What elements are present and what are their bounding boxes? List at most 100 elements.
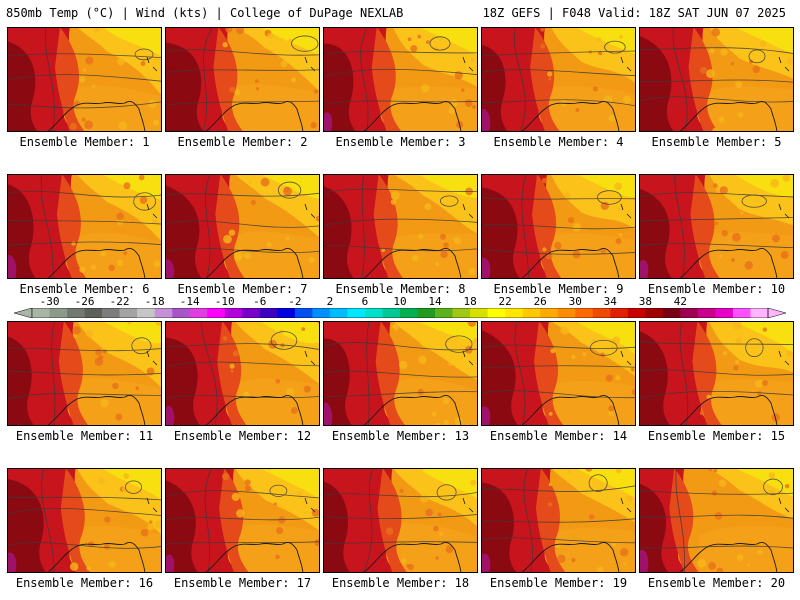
panel-frame — [639, 468, 794, 573]
temperature-map — [7, 321, 162, 426]
colorbar-tick-label: 22 — [498, 295, 512, 308]
ensemble-member-label: Ensemble Member: 16 — [15, 576, 154, 590]
colorbar-swatch — [522, 308, 541, 318]
colorbar-swatch — [557, 308, 576, 318]
colorbar-swatch — [627, 308, 646, 318]
temperature-map — [323, 468, 478, 573]
colorbar-tick-label: 2 — [326, 295, 334, 308]
temperature-map — [481, 468, 636, 573]
ensemble-member-panel — [323, 468, 478, 573]
colorbar-swatch — [435, 308, 453, 318]
ensemble-member-panel — [165, 174, 320, 279]
colorbar-tick-label: -6 — [253, 295, 267, 308]
panel-frame — [639, 174, 794, 279]
ensemble-member-panel — [639, 174, 794, 279]
panel-frame — [7, 174, 162, 279]
panel-frame — [7, 321, 162, 426]
temperature-map — [165, 468, 320, 573]
panel-frame — [481, 321, 636, 426]
ensemble-member-panel — [481, 321, 636, 426]
ensemble-member-label: Ensemble Member: 7 — [177, 282, 308, 296]
panel-frame — [323, 174, 478, 279]
colorbar-tick-label: 6 — [361, 295, 369, 308]
colorbar-swatch — [102, 308, 120, 318]
colorbar-swatch — [137, 308, 155, 318]
ensemble-member-label: Ensemble Member: 4 — [493, 135, 624, 149]
panel-frame — [323, 468, 478, 573]
panel-frame — [165, 27, 320, 132]
colorbar-swatch — [680, 308, 699, 318]
colorbar-swatch — [294, 308, 313, 318]
ensemble-member-panel — [639, 27, 794, 132]
ensemble-member-label: Ensemble Member: 2 — [177, 135, 308, 149]
map-title: 850mb Temp (°C) | Wind (kts) | College o… — [6, 6, 404, 20]
temperature-map — [165, 27, 320, 132]
colorbar-swatch — [364, 308, 383, 318]
temperature-colorbar — [14, 308, 786, 318]
colorbar-swatch — [259, 308, 278, 318]
ensemble-member-label: Ensemble Member: 11 — [15, 429, 154, 443]
colorbar-swatch — [575, 308, 594, 318]
temperature-map — [639, 321, 794, 426]
colorbar-tick-label: -18 — [144, 295, 165, 308]
ensemble-member-label: Ensemble Member: 5 — [651, 135, 782, 149]
colorbar-tick-label: 34 — [603, 295, 617, 308]
colorbar-tick-label: 26 — [533, 295, 547, 308]
colorbar-swatch — [452, 308, 471, 318]
ensemble-member-label: Ensemble Member: 17 — [173, 576, 312, 590]
panel-frame — [165, 468, 320, 573]
colorbar-tick-label: -30 — [39, 295, 60, 308]
panel-frame — [481, 468, 636, 573]
ensemble-member-panel — [7, 468, 162, 573]
ensemble-member-label: Ensemble Member: 9 — [493, 282, 624, 296]
colorbar-swatch — [347, 308, 366, 318]
ensemble-member-panel — [481, 468, 636, 573]
colorbar-swatch — [417, 308, 436, 318]
colorbar-tick-label: -26 — [74, 295, 95, 308]
ensemble-member-label: Ensemble Member: 18 — [331, 576, 470, 590]
colorbar-swatch — [224, 308, 243, 318]
temperature-map — [7, 27, 162, 132]
panel-frame — [7, 468, 162, 573]
colorbar-swatch — [382, 308, 401, 318]
ensemble-member-label: Ensemble Member: 6 — [19, 282, 150, 296]
ensemble-member-panel — [323, 27, 478, 132]
colorbar-swatch — [697, 308, 716, 318]
ensemble-member-label: Ensemble Member: 1 — [19, 135, 150, 149]
ensemble-member-label: Ensemble Member: 20 — [647, 576, 786, 590]
ensemble-member-label: Ensemble Member: 15 — [647, 429, 786, 443]
ensemble-member-panel — [165, 468, 320, 573]
temperature-map — [481, 321, 636, 426]
ensemble-member-panel — [481, 174, 636, 279]
temperature-map — [639, 27, 794, 132]
colorbar-swatch — [662, 308, 681, 318]
colorbar-swatch — [610, 308, 629, 318]
temperature-map — [7, 174, 162, 279]
colorbar-swatch — [49, 308, 68, 318]
colorbar-tick-label: 38 — [638, 295, 652, 308]
colorbar-swatch — [470, 308, 488, 318]
colorbar-tick-label: 10 — [393, 295, 407, 308]
colorbar-swatch — [67, 308, 85, 318]
ensemble-member-label: Ensemble Member: 19 — [489, 576, 628, 590]
ensemble-member-panel — [165, 321, 320, 426]
colorbar-tick-label: 14 — [428, 295, 442, 308]
colorbar-tick-label: 30 — [568, 295, 582, 308]
ensemble-member-label: Ensemble Member: 12 — [173, 429, 312, 443]
panel-frame — [323, 27, 478, 132]
colorbar-tick-label: 42 — [673, 295, 687, 308]
ensemble-member-label: Ensemble Member: 8 — [335, 282, 466, 296]
colorbar-swatch — [312, 308, 331, 318]
colorbar-swatch — [84, 308, 103, 318]
colorbar-tick-label: -22 — [109, 295, 130, 308]
colorbar-tick-label: -2 — [288, 295, 302, 308]
colorbar-swatch — [645, 308, 664, 318]
temperature-map — [165, 174, 320, 279]
colorbar-tick-label: -10 — [214, 295, 235, 308]
colorbar-tick-label: 18 — [463, 295, 477, 308]
colorbar-swatch — [154, 308, 173, 318]
panel-frame — [639, 321, 794, 426]
ensemble-member-panel — [165, 27, 320, 132]
ensemble-member-panel — [481, 27, 636, 132]
colorbar-tick-label: -14 — [179, 295, 200, 308]
